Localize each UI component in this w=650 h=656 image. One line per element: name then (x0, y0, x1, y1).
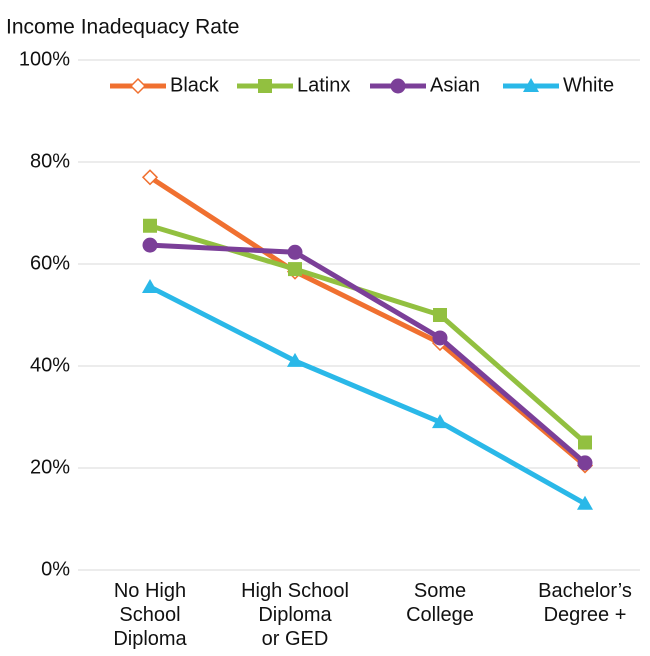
marker (288, 262, 302, 277)
marker (287, 244, 303, 260)
marker (578, 435, 592, 450)
y-tick-label: 0% (41, 558, 70, 580)
x-tick-line: Diploma (258, 604, 332, 626)
marker (258, 79, 272, 93)
marker (577, 495, 593, 510)
x-tick-label: Some College (406, 580, 474, 626)
x-tick-line: Degree + (544, 604, 627, 626)
legend-label: Latinx (297, 74, 350, 96)
marker (143, 218, 157, 233)
y-tick-label: 80% (30, 150, 70, 172)
series-line (149, 242, 587, 465)
marker (432, 330, 448, 346)
x-tick-line: Bachelor’s (538, 580, 632, 602)
x-tick-line: College (406, 604, 474, 626)
chart-title: Income Inadequacy Rate (6, 16, 239, 39)
series-line (148, 175, 587, 468)
legend-label: Black (170, 74, 220, 96)
marker (141, 169, 159, 186)
x-tick-line: School (119, 604, 180, 626)
x-tick-line: High School (241, 580, 349, 602)
y-tick-label: 40% (30, 354, 70, 376)
x-tick-line: Diploma (113, 628, 187, 650)
marker (577, 455, 593, 471)
y-tick-label: 20% (30, 456, 70, 478)
marker (432, 414, 448, 429)
marker (433, 308, 447, 322)
marker (129, 77, 147, 95)
legend-label: White (563, 74, 614, 96)
y-tick-label: 60% (30, 252, 70, 274)
x-tick-label: Bachelor’s Degree + (538, 580, 632, 626)
marker (390, 78, 406, 94)
marker (142, 278, 158, 293)
marker (142, 237, 158, 253)
legend-label: Asian (430, 74, 480, 96)
x-tick-line: No High (114, 580, 186, 602)
series-line (148, 284, 587, 506)
y-tick-label: 100% (19, 48, 70, 70)
x-tick-line: or GED (262, 628, 329, 650)
marker (523, 78, 539, 92)
x-tick-label: High School Diploma or GED (241, 580, 349, 650)
marker (287, 352, 303, 367)
x-tick-label: No High School Diploma (113, 580, 187, 650)
x-tick-line: Some (414, 580, 466, 602)
